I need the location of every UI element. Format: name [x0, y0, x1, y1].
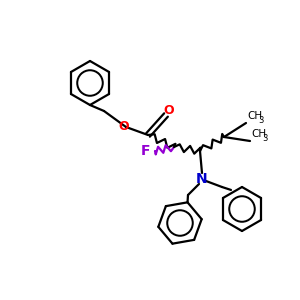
- Text: N: N: [196, 172, 208, 186]
- Text: 3: 3: [259, 116, 264, 125]
- Text: O: O: [164, 104, 174, 118]
- Text: 3: 3: [262, 134, 268, 143]
- Text: F: F: [141, 144, 151, 158]
- Text: CH: CH: [251, 129, 266, 139]
- Text: O: O: [119, 119, 129, 133]
- Text: CH: CH: [247, 111, 262, 121]
